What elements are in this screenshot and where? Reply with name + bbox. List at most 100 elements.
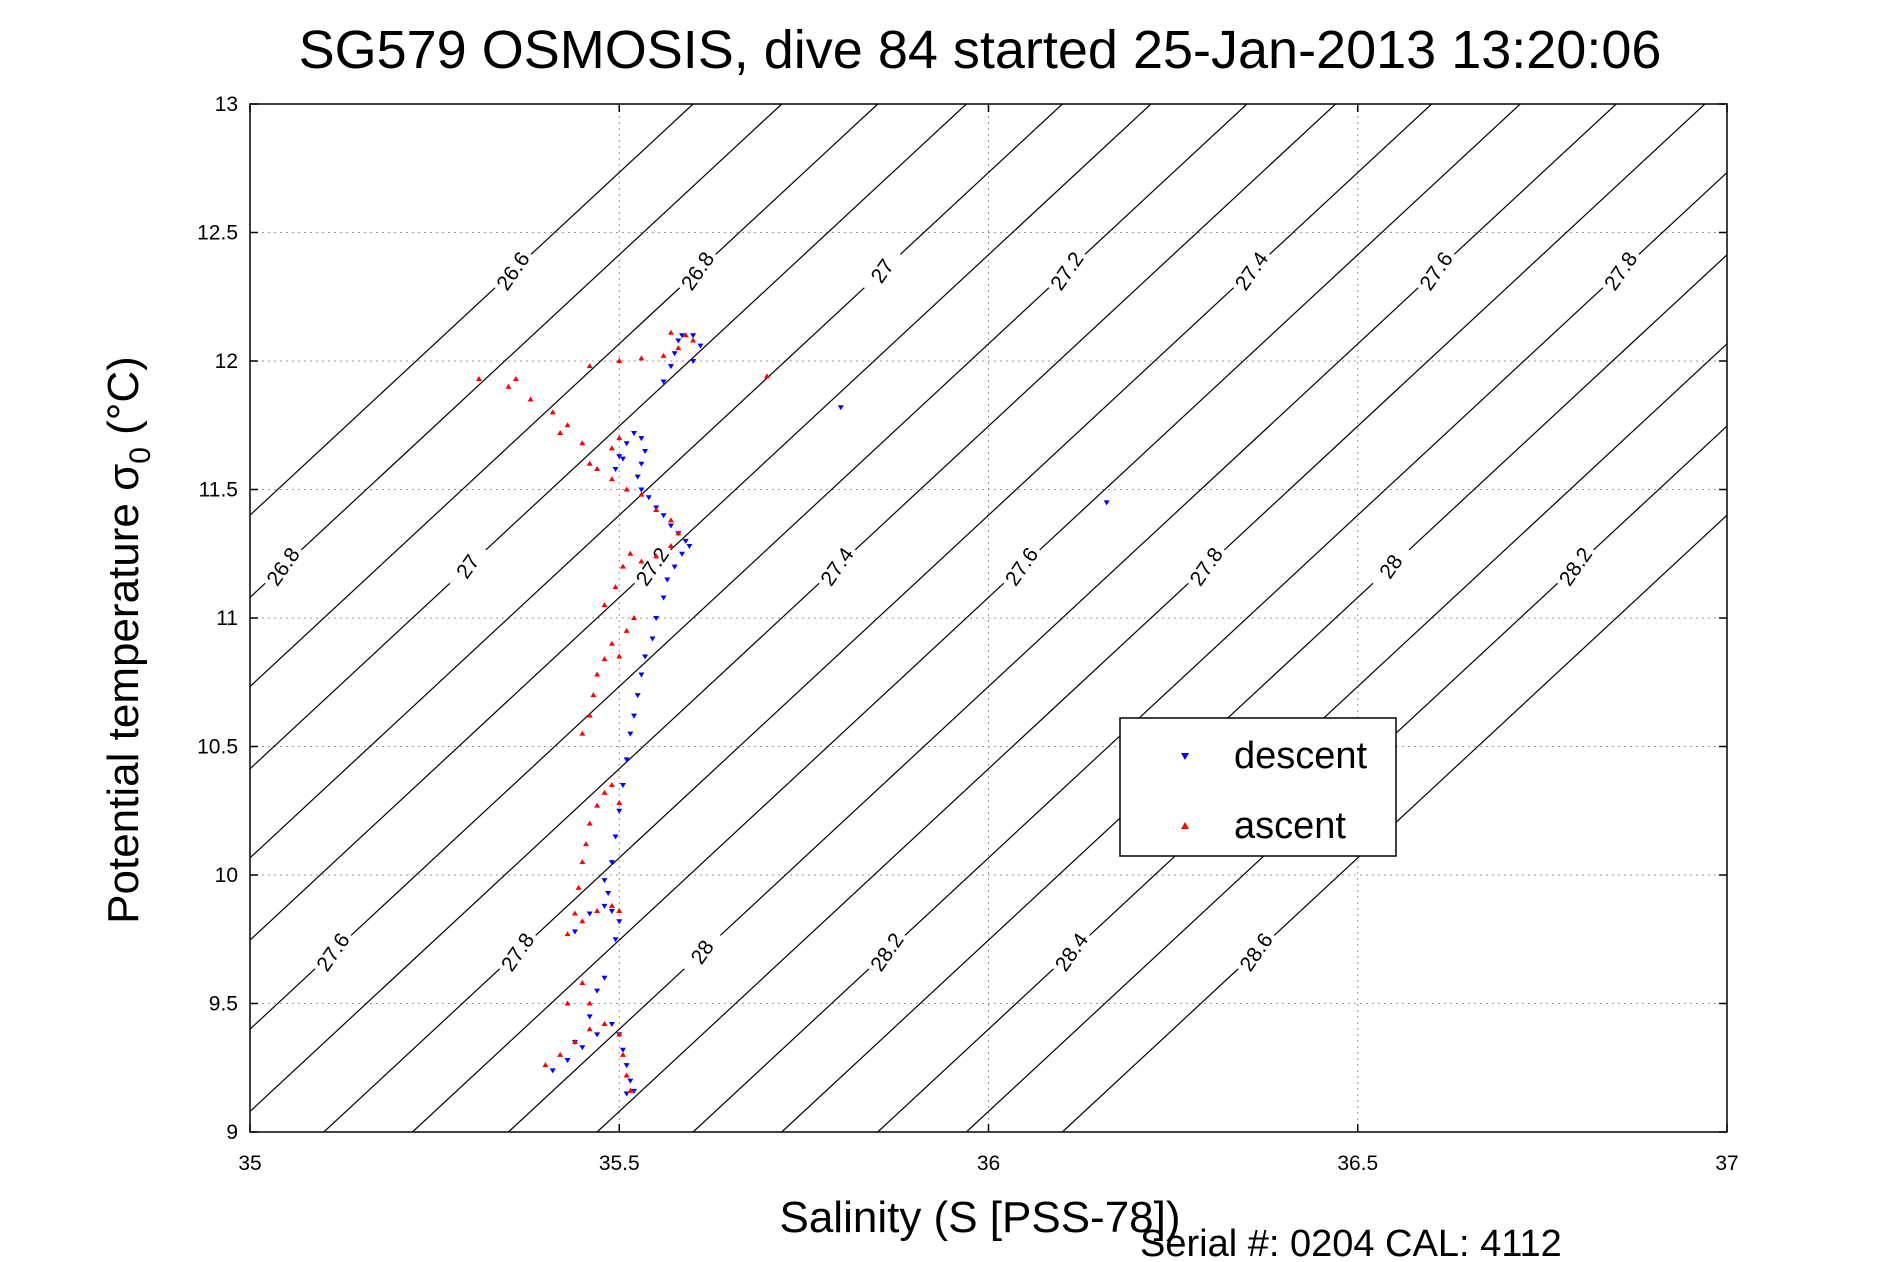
- legend-ascent-label: ascent: [1234, 805, 1346, 847]
- y-tick-label: 13: [215, 93, 238, 116]
- ascent-point: [608, 902, 615, 908]
- descent-point: [601, 975, 608, 981]
- ascent-point: [564, 931, 571, 937]
- y-tick-label: 10: [215, 864, 238, 887]
- ascent-point: [608, 476, 615, 482]
- isopycnal-label-bg: [677, 924, 727, 980]
- descent-point: [631, 713, 638, 719]
- isopycnal-label-bg: [628, 539, 677, 594]
- descent-point: [549, 1068, 556, 1074]
- ascent-point: [594, 465, 601, 471]
- isopycnal-line: [250, 104, 967, 770]
- ascent-point: [682, 332, 689, 338]
- y-tick-label: 9: [226, 1121, 238, 1144]
- y-axis-label-subscript: 0: [124, 447, 157, 464]
- ascent-point: [579, 730, 586, 736]
- ascent-point: [638, 491, 645, 497]
- descent-point: [608, 1022, 615, 1028]
- isopycnal-label-bg: [493, 924, 543, 980]
- y-axis-label-main: Potential temperature σ: [99, 464, 148, 924]
- descent-point: [671, 564, 678, 570]
- isopycnal-line: [250, 104, 1337, 1113]
- descent-point: [634, 474, 641, 480]
- isopycnal-label-bg: [673, 243, 723, 299]
- y-tick-label: 9.5: [209, 993, 238, 1016]
- y-tick-label: 12: [215, 350, 238, 373]
- data-points: [475, 329, 1110, 1097]
- descent-point: [571, 929, 578, 935]
- ascent-point: [594, 802, 601, 808]
- ascent-point: [586, 712, 593, 718]
- legend-ascent-marker: [1181, 822, 1189, 829]
- series-descent: [549, 333, 1110, 1097]
- descent-point: [642, 654, 649, 660]
- ascent-point: [608, 445, 615, 451]
- descent-point: [627, 1078, 634, 1084]
- isopycnal-label-bg: [258, 539, 308, 594]
- ascent-point: [667, 543, 674, 549]
- ascent-point: [586, 363, 593, 369]
- ascent-point: [675, 530, 682, 536]
- ascent-point: [527, 396, 534, 402]
- isopycnal-label-bg: [812, 539, 862, 594]
- ascent-point: [616, 435, 623, 441]
- descent-point: [638, 461, 645, 467]
- legend-descent-label: descent: [1234, 735, 1368, 777]
- ascent-point: [623, 627, 630, 633]
- descent-point: [586, 911, 593, 917]
- ascent-point: [575, 884, 582, 890]
- ascent-point: [579, 918, 586, 924]
- ascent-point: [601, 1021, 608, 1027]
- descent-point: [627, 731, 634, 737]
- isopycnal-label-bg: [1042, 243, 1092, 299]
- isopycnal-label-bg: [488, 243, 538, 299]
- descent-point: [619, 1047, 626, 1053]
- ascent-point: [675, 345, 682, 351]
- descent-point: [619, 783, 626, 789]
- descent-point: [634, 693, 641, 699]
- isopycnal-label-bg: [857, 243, 907, 299]
- isopycnal-label-bg: [862, 924, 912, 980]
- ascent-point: [586, 1000, 593, 1006]
- ascent-point: [586, 460, 593, 466]
- legend: descent ascent: [1119, 717, 1397, 857]
- descent-point: [660, 379, 667, 385]
- ascent-point: [512, 375, 519, 381]
- descent-point: [697, 343, 704, 349]
- descent-point: [608, 860, 615, 866]
- ascent-point: [616, 1031, 623, 1037]
- descent-point: [623, 757, 630, 763]
- ascent-point: [627, 1087, 634, 1093]
- ascent-point: [586, 1026, 593, 1032]
- descent-point: [638, 487, 645, 493]
- descent-point: [675, 338, 682, 344]
- ascent-point: [590, 692, 597, 698]
- ascent-point: [564, 1000, 571, 1006]
- descent-point: [616, 919, 623, 925]
- y-axis-label-unit: (°C): [99, 356, 148, 447]
- isopycnal-line: [250, 104, 783, 599]
- ascent-point: [557, 429, 564, 435]
- x-tick-label: 35.5: [599, 1152, 640, 1175]
- density-contours: 26.6 26.8 27 27.2 27.4 27.6 27.826.8 27 27.2 27.4…: [250, 104, 1727, 1132]
- isopycnal-line: [412, 104, 1521, 1132]
- y-tick-label: 10.5: [197, 736, 238, 759]
- descent-point: [616, 454, 623, 460]
- y-tick-label: 12.5: [197, 222, 238, 245]
- ascent-point: [571, 910, 578, 916]
- ascent-point: [616, 653, 623, 659]
- isopycnal-label-bg: [997, 539, 1047, 594]
- ascent-point: [667, 517, 674, 523]
- isopycnal-label-bg: [1596, 243, 1646, 299]
- ascent-point: [667, 329, 674, 335]
- ascent-point: [505, 383, 512, 389]
- ascent-point: [608, 640, 615, 646]
- descent-point: [638, 672, 645, 678]
- descent-point: [837, 405, 844, 411]
- ascent-point: [631, 615, 638, 620]
- descent-point: [631, 430, 638, 436]
- ascent-point: [653, 507, 660, 513]
- descent-point: [623, 441, 630, 447]
- isopycnal-label-bg: [1227, 243, 1277, 299]
- descent-point: [679, 551, 686, 557]
